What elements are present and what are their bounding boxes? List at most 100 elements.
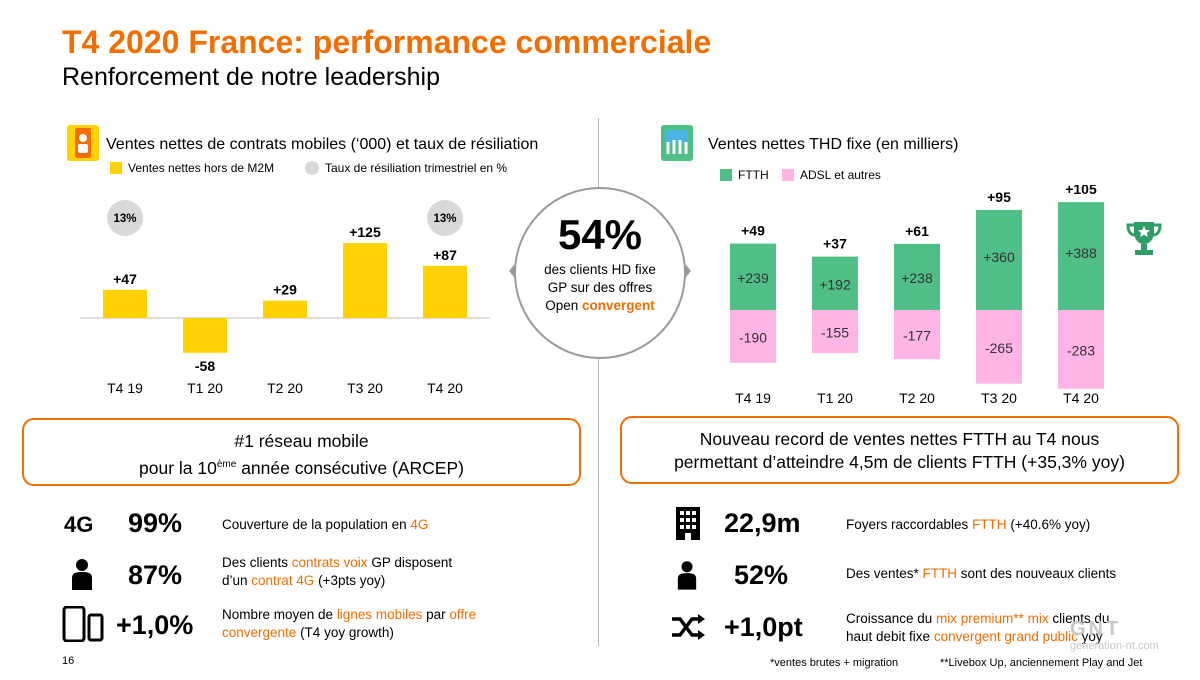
page-number: 16 [62, 655, 75, 667]
legend-label: ADSL et autres [800, 168, 881, 182]
ftth-bar [730, 243, 776, 310]
shuffle-icon [670, 613, 706, 646]
footnote-1: *ventes brutes + migration [770, 657, 899, 669]
adsl-label: -265 [985, 340, 1013, 356]
highlight-text: contrats voix [291, 555, 368, 570]
kpi-value: +1,0% [116, 610, 194, 640]
data-label: +87 [433, 247, 457, 263]
bar-t3-20 [343, 243, 387, 318]
circle-line: des clients HD fixe [544, 262, 656, 277]
highlight-text: convergente [222, 625, 297, 640]
left-bar-chart: +47 T4 19 -58 T1 20 +29 T2 20 +125 T3 20 +87 T4 2… [80, 200, 490, 396]
adsl-bar [812, 310, 858, 354]
desc-text: yoy [1077, 629, 1103, 644]
highlight-text: mix premium** [936, 611, 1024, 626]
callout-text: année consécutive (ARCEP) [236, 457, 464, 478]
category-label: T1 20 [187, 380, 223, 396]
desc-text: Nombre moyen de [222, 607, 337, 622]
right-bar-chart: +239 -190 +49 T4 19 +192 -155 +37 T1 20 +238 -177… [730, 185, 1104, 406]
desc-text: haut debit fixe [846, 629, 934, 644]
category-label: T4 20 [1063, 390, 1099, 406]
adsl-label: -190 [739, 329, 767, 345]
desc-text: d’un [222, 573, 252, 588]
ftth-bar [894, 243, 940, 310]
category-label: T1 20 [817, 390, 853, 406]
kpi-value: 99% [128, 508, 183, 538]
legend-swatch-grey [305, 161, 319, 175]
trophy-icon [1125, 218, 1163, 263]
callout-line: permettant d’atteindre 4,5m de clients F… [674, 452, 1125, 472]
legend-label: Ventes nettes hors de M2M [128, 161, 275, 175]
ftth-label: +239 [737, 270, 769, 286]
bar-t1-20 [183, 318, 227, 353]
desc-text: (+40.6% yoy) [1006, 517, 1091, 532]
adsl-bar [730, 310, 776, 363]
category-label: T2 20 [899, 390, 935, 406]
desc-text: (T4 yoy growth) [296, 625, 394, 640]
right-callout: Nouveau record de ventes nettes FTTH au … [620, 416, 1179, 484]
person-icon [70, 558, 94, 595]
total-label: +95 [987, 189, 1011, 205]
watermark-site: generation-nt.com [1070, 640, 1159, 652]
ftth-label: +360 [983, 249, 1015, 265]
total-label: +61 [905, 223, 929, 239]
desc-text: Foyers raccordables [846, 517, 973, 532]
ftth-label: +238 [901, 270, 933, 286]
highlight-text: lignes mobiles [336, 607, 423, 622]
circle-line: GP sur des offres [547, 280, 653, 295]
category-label: T3 20 [981, 390, 1017, 406]
total-label: +105 [1065, 185, 1097, 197]
desc-text: Des clients [222, 555, 292, 570]
convergent-share-circle: 54% des clients HD fixe GP sur des offre… [514, 187, 686, 359]
house-fiber-icon [660, 124, 694, 162]
bar-t4-19 [103, 289, 147, 318]
total-label: +37 [823, 236, 847, 252]
highlight-text: mix [1027, 611, 1049, 626]
ftth-bar [1058, 202, 1104, 310]
desc-text: par [422, 607, 450, 622]
kpi-description: Nombre moyen de lignes mobiles par offre… [222, 606, 476, 642]
churn-label: 13% [113, 213, 136, 225]
footnote-2: **Livebox Up, anciennement Play and Jet [940, 657, 1143, 669]
category-label: T3 20 [347, 380, 383, 396]
mobile-phone-icon [66, 124, 100, 162]
adsl-label: -283 [1067, 342, 1095, 358]
churn-bubble [107, 200, 143, 236]
desc-text: (+3pts yoy) [314, 573, 386, 588]
left-chart-title: Ventes nettes de contrats mobiles (‘000)… [106, 136, 539, 153]
highlight-text: FTTH [972, 517, 1007, 532]
highlight-text: offre [449, 607, 477, 622]
4g-icon: 4G [64, 512, 94, 537]
kpi-value: 22,9m [724, 508, 801, 538]
kpi-description: Des ventes* FTTH sont des nouveaux clien… [846, 565, 1116, 583]
category-label: T2 20 [267, 380, 303, 396]
bar-t2-20 [263, 300, 307, 318]
left-callout: #1 réseau mobile pour la 10ème année con… [22, 418, 581, 486]
data-label: +29 [273, 282, 297, 298]
desc-text: Des ventes* [846, 566, 923, 581]
callout-text: pour la 10 [139, 457, 217, 478]
callout-line: pour la 10ème année consécutive (ARCEP) [24, 453, 579, 480]
desc-text: Croissance du [846, 611, 937, 626]
kpi-description: Des clients contrats voix GP disposent d’… [222, 554, 452, 590]
highlight-text: contrat 4G [251, 573, 315, 588]
page-subtitle: Renforcement de notre leadership [62, 63, 441, 91]
building-icon [674, 505, 702, 546]
circle-highlight: convergent [582, 298, 655, 313]
ftth-bar [812, 256, 858, 310]
highlight-text: convergent grand public [933, 629, 1078, 644]
page-title: T4 2020 France: performance commerciale [62, 24, 712, 60]
legend-swatch-pink [782, 169, 794, 181]
category-label: T4 19 [107, 380, 143, 396]
watermark-logo: GNT [1070, 618, 1122, 640]
ftth-bar [976, 209, 1022, 310]
kpi-description: Croissance du mix premium** mix clients … [846, 610, 1109, 646]
center-divider [598, 118, 599, 646]
bar-t4-20 [423, 265, 467, 318]
ftth-label: +192 [819, 276, 851, 292]
person-icon [676, 560, 698, 595]
left-legend-bar: Ventes nettes hors de M2M [110, 161, 274, 175]
multi-device-icon [62, 605, 104, 647]
left-legend-churn: Taux de résiliation trimestriel en % [305, 161, 507, 175]
kpi-description: Couverture de la population en 4G [222, 516, 428, 534]
